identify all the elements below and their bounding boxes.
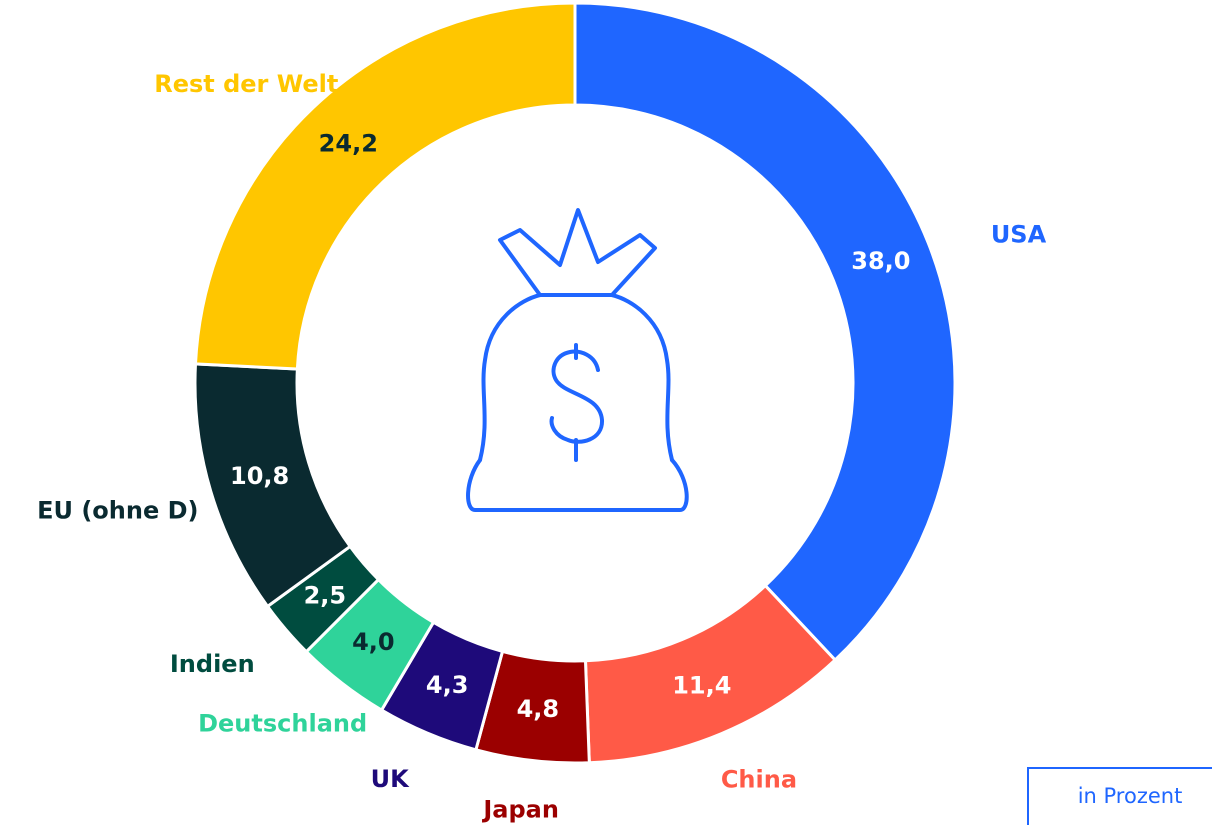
value-label: 38,0 [851, 247, 910, 275]
category-label: UK [371, 765, 410, 793]
value-label: 11,4 [672, 672, 731, 700]
value-label: 4,0 [352, 628, 395, 656]
category-label: China [721, 765, 797, 793]
category-label: EU (ohne D) [37, 496, 198, 524]
category-label: Indien [170, 650, 255, 678]
value-label: 10,8 [230, 462, 289, 490]
value-label: 24,2 [319, 130, 378, 158]
donut-segment [193, 1, 577, 371]
value-label: 4,3 [426, 671, 469, 699]
category-label: Deutschland [198, 709, 367, 737]
note-box [1027, 767, 1212, 825]
value-label: 2,5 [304, 582, 347, 610]
category-label: Japan [481, 795, 559, 823]
money-bag-icon [466, 208, 689, 512]
value-label: 4,8 [517, 695, 560, 723]
note: in Prozent [1078, 784, 1183, 808]
category-label: Rest der Welt [154, 70, 338, 98]
donut-segment [573, 1, 957, 663]
category-label: USA [991, 221, 1047, 249]
